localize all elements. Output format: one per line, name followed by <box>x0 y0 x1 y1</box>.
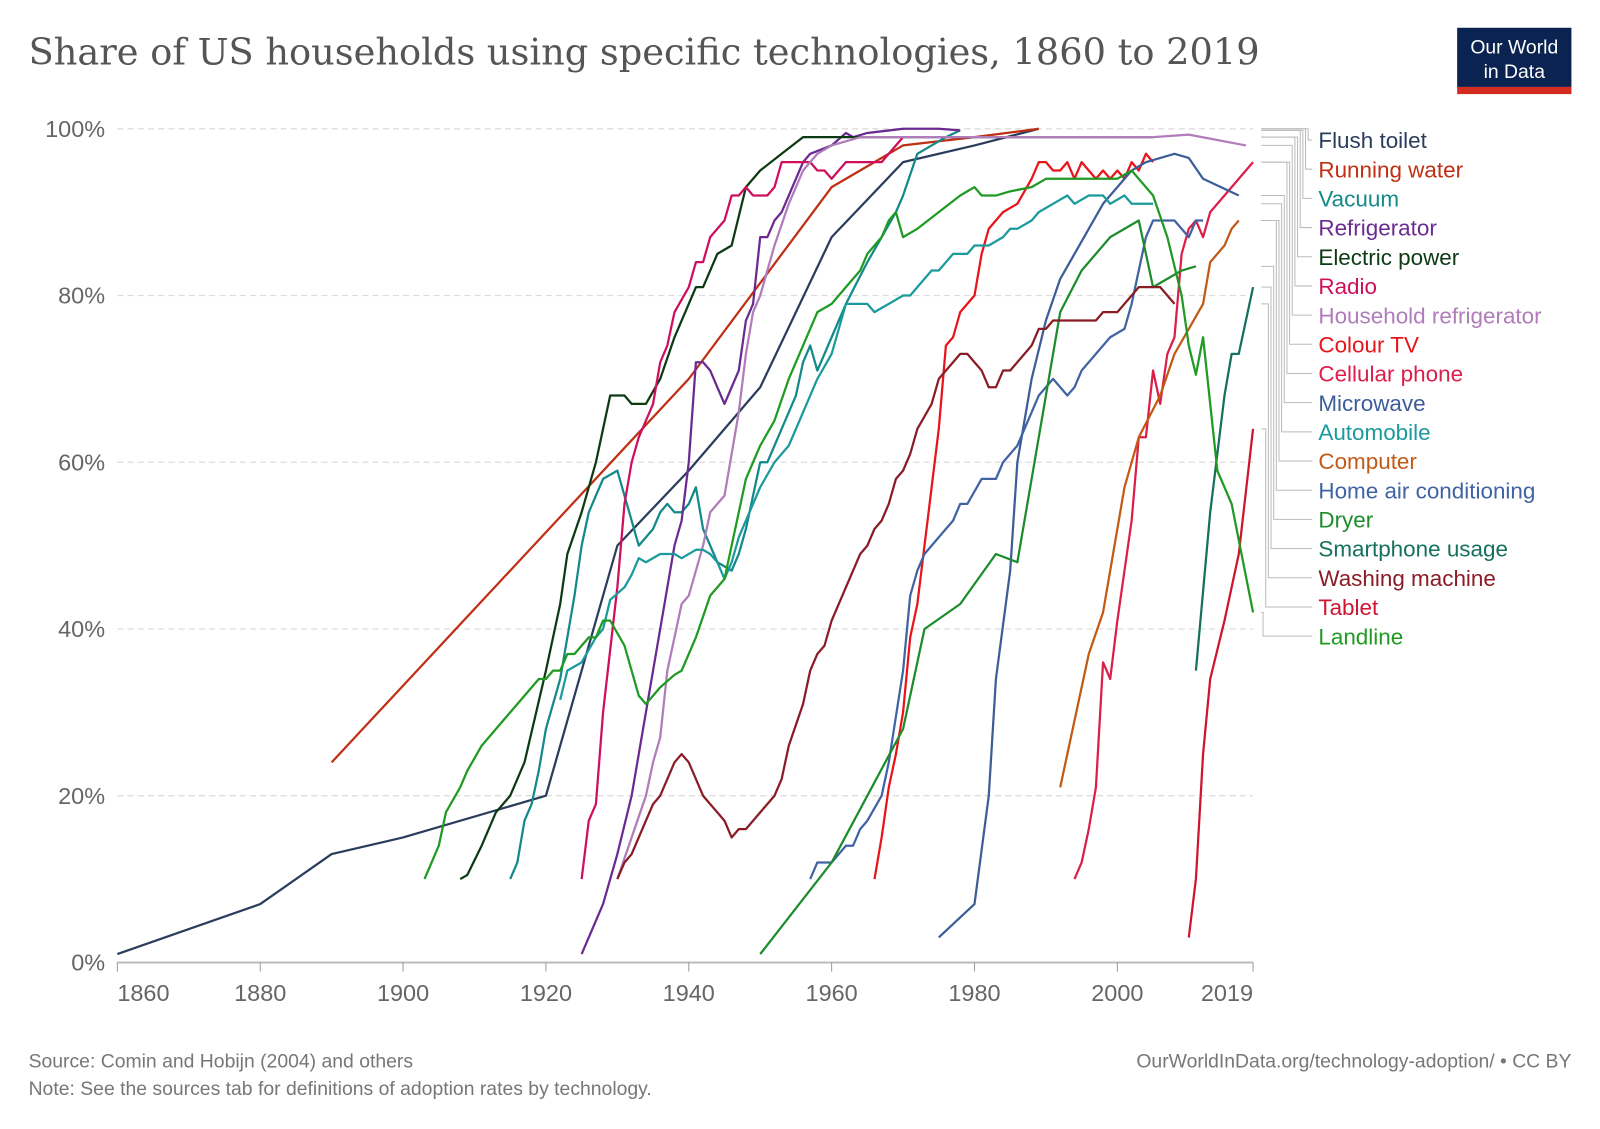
legend-label-radio[interactable]: Radio <box>1318 274 1377 299</box>
legend-label-refrigerator[interactable]: Refrigerator <box>1318 216 1437 241</box>
legend-label-landline[interactable]: Landline <box>1318 624 1403 649</box>
legend-connector <box>1261 286 1313 550</box>
owid-logo[interactable]: Our World in Data <box>1457 27 1572 95</box>
x-tick-label: 1960 <box>806 980 858 1006</box>
series-line-electric-power[interactable] <box>459 136 1154 881</box>
series-line-tablet[interactable] <box>1187 428 1255 938</box>
series-line-smartphone-usage[interactable] <box>1194 286 1255 671</box>
x-tick-label: 1900 <box>377 980 429 1006</box>
y-axis: 0% 20% 40% 60% 80% 100% <box>45 116 105 976</box>
note-text: Note: See the sources tab for definition… <box>29 1078 652 1100</box>
x-tick-label: 1980 <box>948 980 1000 1006</box>
legend-label-dryer[interactable]: Dryer <box>1318 508 1373 533</box>
legend-label-automobile[interactable]: Automobile <box>1318 420 1430 445</box>
logo-background <box>1457 27 1572 87</box>
series-line-flush-toilet[interactable] <box>116 127 1040 956</box>
series-line-radio[interactable] <box>580 136 904 880</box>
legend-label-household-refrigerator[interactable]: Household refrigerator <box>1318 303 1542 328</box>
series-line-automobile[interactable] <box>559 194 1154 701</box>
legend-label-cellular-phone[interactable]: Cellular phone <box>1318 362 1463 387</box>
y-tick-label: 80% <box>58 283 105 309</box>
legend-connector <box>1261 611 1313 637</box>
legend-label-home-air-conditioning[interactable]: Home air conditioning <box>1318 478 1535 503</box>
legend: Flush toilet Running water Vacuum Refrigera… <box>1261 128 1542 649</box>
logo-line1: Our World <box>1470 36 1558 58</box>
series-line-running-water[interactable] <box>330 127 1039 764</box>
legend-label-running-water[interactable]: Running water <box>1318 157 1463 182</box>
series-line-refrigerator[interactable] <box>580 127 961 955</box>
source-url-link[interactable]: OurWorldInData.org/technology-adoption/ … <box>1136 1051 1571 1073</box>
series-line-microwave[interactable] <box>938 152 1240 939</box>
legend-connector <box>1261 195 1313 404</box>
legend-connector <box>1261 220 1313 491</box>
y-tick-label: 40% <box>58 616 105 642</box>
x-tick-label: 1880 <box>234 980 286 1006</box>
legend-label-washing-machine[interactable]: Washing machine <box>1318 566 1496 591</box>
y-tick-label: 20% <box>58 783 105 809</box>
legend-label-computer[interactable]: Computer <box>1318 449 1417 474</box>
legend-label-colour-tv[interactable]: Colour TV <box>1318 332 1419 357</box>
legend-connector <box>1261 144 1313 316</box>
series-line-washing-machine[interactable] <box>616 286 1176 880</box>
y-tick-label: 60% <box>58 449 105 475</box>
legend-connector <box>1261 428 1313 608</box>
series-line-household-refrigerator[interactable] <box>616 133 1247 880</box>
legend-connector <box>1261 303 1313 579</box>
chart-title: Share of US households using specific te… <box>29 31 1260 74</box>
legend-label-microwave[interactable]: Microwave <box>1318 391 1425 416</box>
x-tick-label: 2000 <box>1091 980 1143 1006</box>
series-line-vacuum[interactable] <box>509 129 961 880</box>
legend-connector <box>1261 136 1313 287</box>
x-axis: 1860 1880 1900 1920 1940 1960 1980 2000 2019 <box>116 961 1254 1006</box>
y-tick-label: 100% <box>45 116 105 142</box>
x-tick-label: 1860 <box>117 980 169 1006</box>
legend-connector <box>1261 129 1313 229</box>
x-tick-label: 2019 <box>1201 980 1253 1006</box>
x-tick-label: 1920 <box>520 980 572 1006</box>
series-line-cellular-phone[interactable] <box>1073 161 1254 880</box>
series-line-home-air-conditioning[interactable] <box>809 219 1204 880</box>
legend-label-smartphone-usage[interactable]: Smartphone usage <box>1318 537 1508 562</box>
series-line-computer[interactable] <box>1059 219 1240 788</box>
legend-connector <box>1261 203 1313 433</box>
x-tick-label: 1940 <box>663 980 715 1006</box>
series-line-colour-tv[interactable] <box>873 152 1154 880</box>
legend-label-tablet[interactable]: Tablet <box>1318 595 1379 620</box>
series-lines <box>116 127 1255 956</box>
legend-connector <box>1261 161 1313 374</box>
legend-label-flush-toilet[interactable]: Flush toilet <box>1318 128 1427 153</box>
legend-connector <box>1261 128 1313 170</box>
gridlines <box>117 128 1254 797</box>
y-tick-label: 0% <box>71 950 105 976</box>
legend-label-electric-power[interactable]: Electric power <box>1318 245 1459 270</box>
source-text: Source: Comin and Hobijn (2004) and othe… <box>29 1051 413 1073</box>
logo-accent-bar <box>1457 86 1572 95</box>
legend-connector <box>1261 265 1313 520</box>
series-line-dryer[interactable] <box>759 219 1197 955</box>
legend-label-vacuum[interactable]: Vacuum <box>1318 187 1399 212</box>
series-line-landline[interactable] <box>423 169 1255 880</box>
logo-line2: in Data <box>1484 61 1546 83</box>
